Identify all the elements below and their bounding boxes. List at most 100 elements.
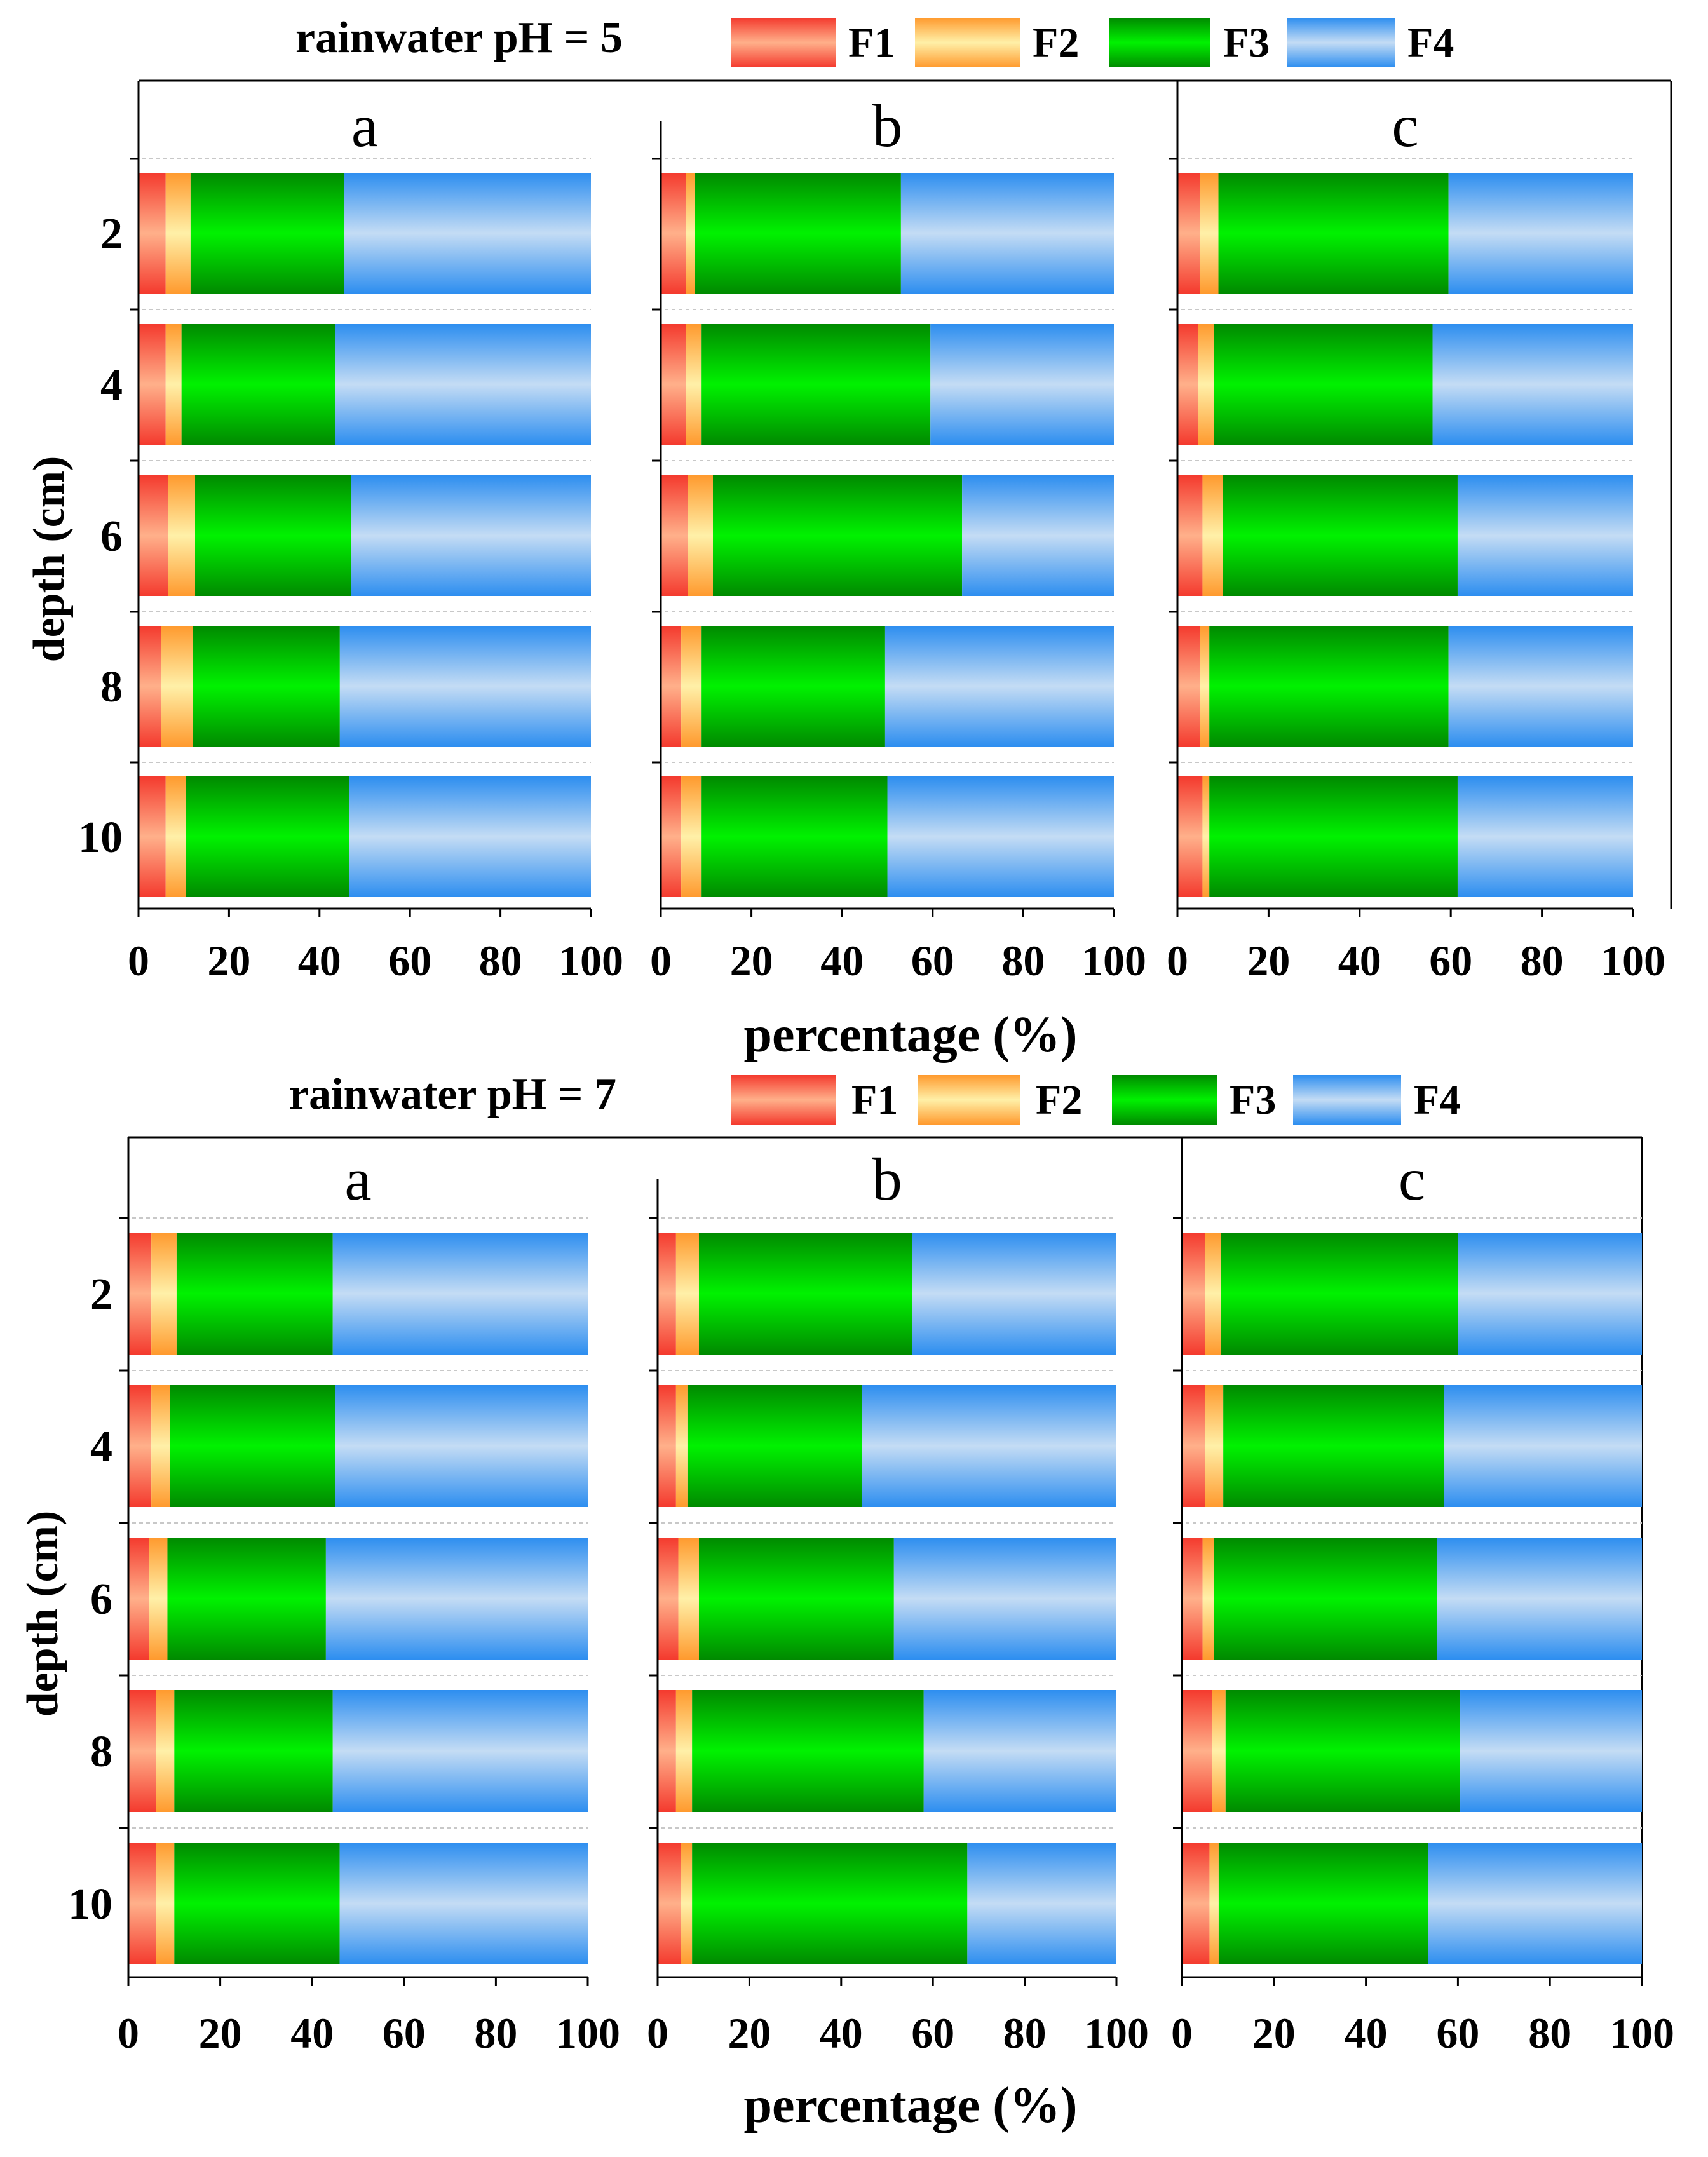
bar-segment-f3-depth-8 [702, 626, 885, 747]
bar-segment-f2-depth-2 [1200, 173, 1219, 294]
bar-segment-f3-depth-6 [195, 475, 351, 596]
y-tick-label: 6 [100, 512, 123, 561]
bar-segment-f3-depth-10 [1209, 776, 1458, 897]
x-axis-label: percentage (%) [744, 1007, 1078, 1063]
bar-segment-f4-depth-2 [900, 173, 1114, 294]
x-tick-label: 60 [1436, 2009, 1479, 2057]
bar-segment-f1-depth-6 [658, 1538, 679, 1660]
bar-segment-f3-depth-4 [170, 1385, 336, 1507]
x-tick-label: 0 [118, 2009, 139, 2057]
bar-segment-f1-depth-4 [658, 1385, 676, 1507]
bar-segment-f3-depth-2 [1218, 173, 1449, 294]
bar-segment-f4-depth-4 [335, 324, 591, 445]
x-tick-label: 80 [1003, 2009, 1047, 2057]
bar-segment-f4-depth-8 [1448, 626, 1633, 747]
bar-segment-f4-depth-8 [332, 1690, 588, 1812]
bar-segment-f3-depth-4 [702, 324, 931, 445]
bar-segment-f4-depth-8 [1460, 1690, 1642, 1812]
bar-segment-f2-depth-8 [681, 626, 702, 747]
bar-segment-f1-depth-4 [661, 324, 686, 445]
bar-segment-f2-depth-10 [681, 1843, 693, 1964]
x-tick-label: 100 [1610, 2009, 1674, 2057]
bar-segment-f1-depth-6 [1177, 475, 1203, 596]
bar-segment-f2-depth-4 [165, 324, 182, 445]
bar-segment-f1-depth-8 [128, 1690, 156, 1812]
y-tick-label: 2 [90, 1270, 112, 1319]
bar-segment-f1-depth-8 [658, 1690, 676, 1812]
bar-segment-f2-depth-2 [1205, 1233, 1221, 1355]
x-tick-label: 100 [555, 2009, 620, 2057]
x-tick-label: 60 [383, 2009, 426, 2057]
legend-swatch-f2 [918, 1075, 1020, 1125]
bar-segment-f2-depth-8 [675, 1690, 693, 1812]
bar-segment-f1-depth-6 [128, 1538, 149, 1660]
bar-segment-f1-depth-2 [658, 1233, 676, 1355]
bar-segment-f2-depth-8 [1212, 1690, 1226, 1812]
x-tick-label: 80 [1528, 2009, 1571, 2057]
x-tick-label: 100 [559, 937, 623, 985]
legend-swatch-f3 [1112, 1075, 1217, 1125]
x-tick-label: 40 [820, 937, 864, 985]
x-tick-label: 0 [1167, 937, 1188, 985]
bar-segment-f4-depth-10 [339, 1843, 588, 1964]
bar-segment-f4-depth-10 [1457, 776, 1633, 897]
bar-segment-f1-depth-4 [1182, 1385, 1205, 1507]
bar-segment-f3-depth-2 [190, 173, 344, 294]
bar-segment-f3-depth-6 [167, 1538, 326, 1660]
bar-segment-f1-depth-8 [139, 626, 161, 747]
bar-segment-f1-depth-10 [128, 1843, 156, 1964]
legend-label-f1: F1 [848, 20, 895, 66]
bar-segment-f4-depth-2 [912, 1233, 1116, 1355]
legend-label-f4: F4 [1414, 1077, 1460, 1123]
bar-segment-f4-depth-2 [1458, 1233, 1642, 1355]
bar-segment-f3-depth-8 [174, 1690, 333, 1812]
y-tick-label: 2 [100, 210, 123, 259]
bar-segment-f3-depth-4 [181, 324, 336, 445]
bar-segment-f3-depth-4 [1214, 324, 1433, 445]
x-tick-label: 80 [1001, 937, 1045, 985]
bar-segment-f1-depth-6 [661, 475, 688, 596]
bar-segment-f2-depth-4 [151, 1385, 170, 1507]
x-tick-label: 20 [207, 937, 250, 985]
y-tick-label: 8 [90, 1728, 112, 1776]
x-tick-label: 20 [199, 2009, 242, 2057]
bar-segment-f3-depth-4 [687, 1385, 862, 1507]
bar-segment-f4-depth-4 [1444, 1385, 1642, 1507]
bar-segment-f1-depth-10 [661, 776, 682, 897]
y-tick-label: 4 [90, 1423, 112, 1471]
bar-segment-f2-depth-10 [156, 1843, 175, 1964]
panel-b: b 0 20 40 60 80 100 [650, 92, 1146, 985]
x-tick-label: 60 [911, 937, 954, 985]
y-axis-label: depth (cm) [25, 456, 74, 663]
bar-segment-f3-depth-2 [695, 173, 901, 294]
bar-segment-f1-depth-6 [1182, 1538, 1203, 1660]
bar-segment-f3-depth-2 [1221, 1233, 1458, 1355]
bar-segment-f1-depth-4 [128, 1385, 152, 1507]
x-tick-label: 60 [1429, 937, 1472, 985]
legend-label-f4: F4 [1407, 20, 1454, 66]
bar-segment-f1-depth-2 [1182, 1233, 1205, 1355]
bar-segment-f4-depth-2 [332, 1233, 588, 1355]
x-tick-label: 20 [730, 937, 773, 985]
bar-segment-f2-depth-8 [1200, 626, 1210, 747]
x-tick-label: 40 [1338, 937, 1381, 985]
bar-segment-f3-depth-10 [174, 1843, 340, 1964]
bar-segment-f3-depth-8 [1225, 1690, 1461, 1812]
bar-segment-f4-depth-6 [1437, 1538, 1642, 1660]
bar-segment-f2-depth-4 [1205, 1385, 1224, 1507]
legend-label-f3: F3 [1223, 20, 1270, 66]
y-axis-label: depth (cm) [18, 1511, 67, 1717]
bar-segment-f3-depth-10 [692, 1843, 968, 1964]
bar-segment-f2-depth-6 [1202, 475, 1223, 596]
bar-segment-f4-depth-4 [1432, 324, 1633, 445]
bar-segment-f2-depth-6 [1202, 1538, 1214, 1660]
y-tick-label: 8 [100, 663, 123, 712]
panel-letter-c: c [1392, 92, 1418, 159]
bar-segment-f1-depth-8 [661, 626, 682, 747]
bar-segment-f1-depth-10 [658, 1843, 681, 1964]
bar-segment-f1-depth-2 [661, 173, 686, 294]
bar-segment-f2-depth-2 [675, 1233, 699, 1355]
y-tick-label: 6 [90, 1575, 112, 1624]
legend-label-f3: F3 [1230, 1077, 1276, 1123]
bar-segment-f1-depth-2 [139, 173, 166, 294]
